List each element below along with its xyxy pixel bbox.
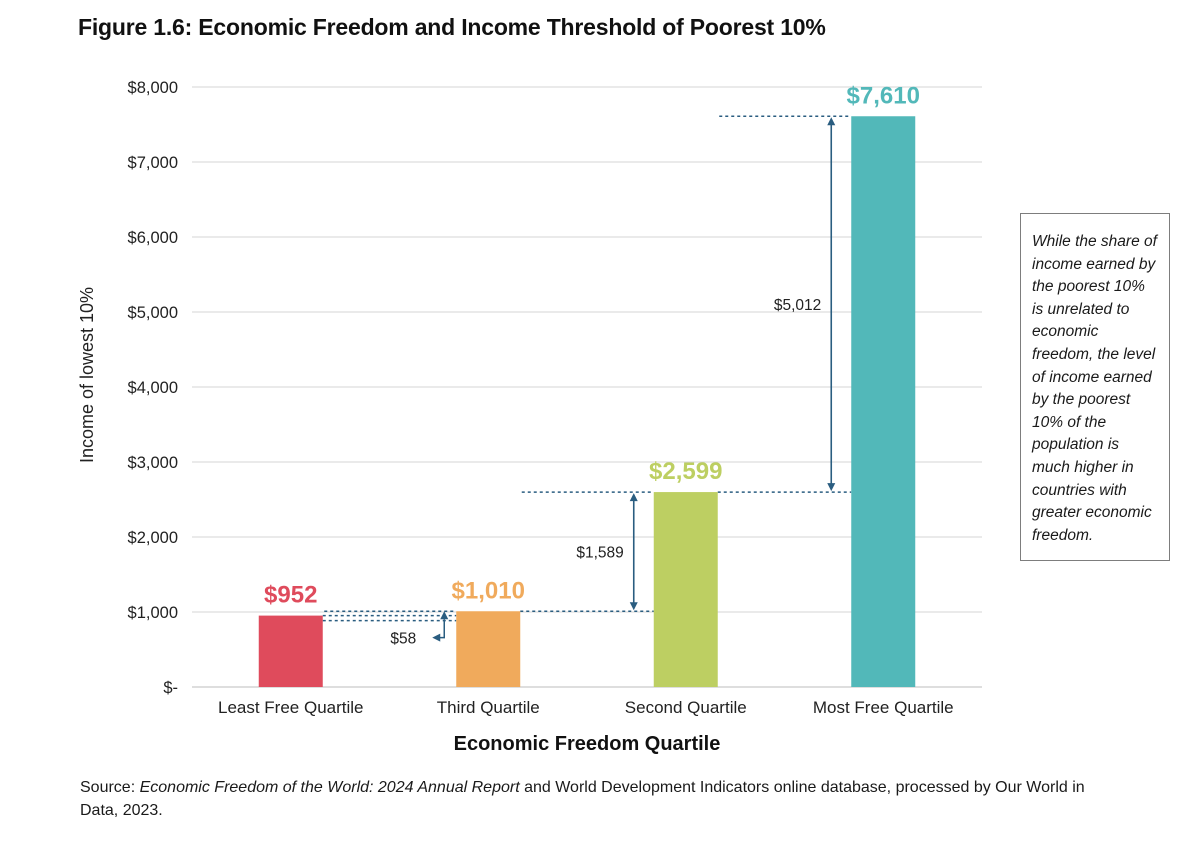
annotation-note: While the share of income earned by the … [1020, 213, 1170, 561]
figure-title: Figure 1.6: Economic Freedom and Income … [78, 14, 826, 40]
source-prefix: Source: [80, 779, 140, 796]
bar [456, 611, 521, 687]
difference-guides [322, 115, 852, 622]
y-axis-ticks: $- $1,000 $2,000 $3,000 $4,000 $5,000 $6,000 $7… [128, 79, 178, 697]
y-tick-label: $6,000 [128, 229, 178, 247]
source-suffix: and World Development Indicators online … [80, 779, 1085, 819]
arrowhead [827, 117, 836, 126]
y-tick-label: $8,000 [128, 79, 178, 97]
y-tick-label: $4,000 [128, 379, 178, 397]
difference-arrows: $58 $1,589 $5,012 [390, 117, 836, 648]
arrowhead [440, 611, 449, 620]
difference-label: $58 [390, 631, 416, 648]
bar-value-label: $7,610 [847, 82, 920, 109]
value-labels: $952 $1,010 $2,599 $7,610 [264, 82, 920, 608]
y-tick-label: $1,000 [128, 604, 178, 622]
bar-value-label: $1,010 [452, 577, 525, 604]
bar-value-label: $2,599 [649, 458, 722, 485]
arrowhead [827, 483, 836, 492]
bars [258, 116, 916, 687]
source-report-title: Economic Freedom of the World: 2024 Annu… [139, 779, 520, 796]
y-tick-label: $- [163, 679, 178, 697]
arrowhead [629, 493, 638, 502]
difference-label: $5,012 [774, 297, 821, 314]
bar [851, 116, 916, 687]
x-tick-label: Third Quartile [437, 698, 540, 717]
x-axis-title: Economic Freedom Quartile [454, 733, 721, 755]
source-note: Source: Economic Freedom of the World: 2… [80, 776, 1090, 822]
x-tick-label: Most Free Quartile [813, 698, 954, 717]
y-tick-label: $3,000 [128, 454, 178, 472]
bar-chart: $- $1,000 $2,000 $3,000 $4,000 $5,000 $6,000 $7… [77, 79, 982, 755]
x-tick-label: Second Quartile [625, 698, 747, 717]
bar [653, 492, 718, 687]
y-tick-label: $5,000 [128, 304, 178, 322]
bar-value-label: $952 [264, 582, 317, 609]
difference-label: $1,589 [576, 545, 623, 562]
y-tick-label: $7,000 [128, 154, 178, 172]
y-axis-title: Income of lowest 10% [77, 287, 97, 463]
bar [258, 615, 323, 687]
arrowhead [629, 602, 638, 611]
x-axis-categories: Least Free Quartile Third Quartile Second … [218, 698, 954, 717]
y-tick-label: $2,000 [128, 529, 178, 547]
x-tick-label: Least Free Quartile [218, 698, 364, 717]
arrowhead [432, 633, 441, 642]
